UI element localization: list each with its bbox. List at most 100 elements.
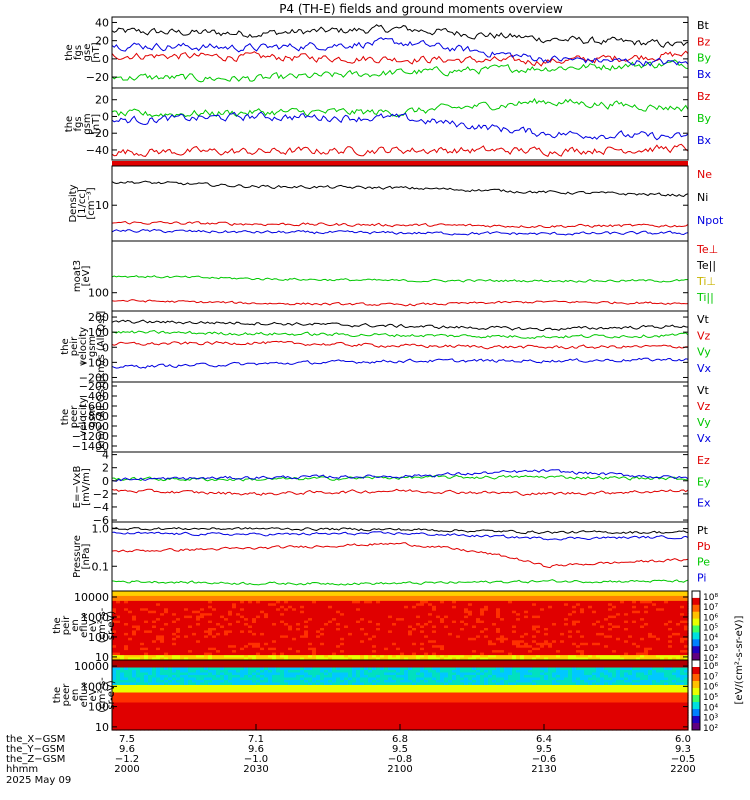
- spectrogram-cell: [420, 657, 425, 661]
- spectrogram-cell: [668, 603, 673, 607]
- spectrogram-cell: [620, 600, 625, 604]
- spectrogram-cell: [496, 640, 501, 644]
- spectrogram-cell: [392, 615, 397, 619]
- spectrogram-cell: [400, 608, 405, 612]
- spectrogram-cell: [512, 652, 517, 656]
- spectrogram-cell: [516, 605, 521, 609]
- spectrogram-cell: [408, 598, 413, 602]
- spectrogram-cell: [172, 692, 177, 696]
- spectrogram-cell: [416, 625, 421, 629]
- spectrogram-cell: [600, 632, 605, 636]
- spectrogram-cell: [284, 642, 289, 646]
- spectrogram-cell: [616, 600, 621, 604]
- spectrogram-cell: [552, 630, 557, 634]
- spectrogram-cell: [612, 603, 617, 607]
- spectrogram-cell: [372, 623, 377, 627]
- spectrogram-cell: [180, 717, 185, 721]
- y-axis-label: eflux: [79, 613, 90, 638]
- spectrogram-cell: [124, 667, 129, 671]
- spectrogram-cell: [148, 595, 153, 599]
- spectrogram-cell: [360, 632, 365, 636]
- spectrogram-cell: [356, 618, 361, 622]
- spectrogram-cell: [200, 722, 205, 726]
- spectrogram-cell: [228, 640, 233, 644]
- spectrogram-cell: [172, 598, 177, 602]
- spectrogram-cell: [156, 725, 161, 729]
- spectrogram-cell: [512, 608, 517, 612]
- spectrogram-cell: [200, 670, 205, 674]
- spectrogram-cell: [124, 707, 129, 711]
- spectrogram-cell: [388, 615, 393, 619]
- spectrogram-cell: [440, 650, 445, 654]
- spectrogram-cell: [644, 645, 649, 649]
- spectrogram-cell: [172, 677, 177, 681]
- legend-ti: Ti⊥: [696, 275, 716, 288]
- spectrogram-cell: [132, 632, 137, 636]
- spectrogram-cell: [512, 630, 517, 634]
- spectrogram-cell: [240, 600, 245, 604]
- spectrogram-cell: [352, 610, 357, 614]
- spectrogram-cell: [480, 655, 485, 659]
- spectrogram-cell: [628, 655, 633, 659]
- spectrogram-cell: [292, 615, 297, 619]
- spectrogram-cell: [568, 625, 573, 629]
- spectrogram-cell: [596, 635, 601, 639]
- spectrogram-cell: [576, 655, 581, 659]
- spectrogram-cell: [504, 613, 509, 617]
- spectrogram-cell: [464, 655, 469, 659]
- spectrogram-cell: [188, 697, 193, 701]
- spectrogram-cell: [180, 697, 185, 701]
- y-tick-label: 10: [95, 651, 109, 664]
- spectrogram-cell: [160, 591, 165, 595]
- spectrogram-cell: [216, 608, 221, 612]
- spectrogram-cell: [500, 591, 505, 595]
- spectrogram-cell: [288, 642, 293, 646]
- spectrogram-cell: [312, 642, 317, 646]
- spectrogram-cell: [628, 637, 633, 641]
- spectrogram-cell: [192, 593, 197, 597]
- spectrogram-cell: [132, 623, 137, 627]
- spectrogram-cell: [292, 640, 297, 644]
- spectrogram-cell: [292, 632, 297, 636]
- spectrogram-cell: [364, 645, 369, 649]
- spectrogram-cell: [228, 623, 233, 627]
- spectrogram-cell: [200, 632, 205, 636]
- spectrogram-cell: [132, 677, 137, 681]
- spectrogram-cell: [248, 600, 253, 604]
- spectrogram-cell: [496, 635, 501, 639]
- spectrogram-cell: [552, 655, 557, 659]
- spectrogram-cell: [208, 697, 213, 701]
- spectrogram-cell: [648, 630, 653, 634]
- spectrogram-cell: [540, 650, 545, 654]
- spectrogram-cell: [432, 615, 437, 619]
- spectrogram-cell: [212, 715, 217, 719]
- spectrogram-cell: [432, 657, 437, 661]
- spectrogram-cell: [116, 692, 121, 696]
- spectrogram-cell: [664, 603, 669, 607]
- spectrogram-cell: [396, 637, 401, 641]
- spectrogram-cell: [364, 605, 369, 609]
- spectrogram-cell: [604, 610, 609, 614]
- spectrogram-cell: [360, 615, 365, 619]
- spectrogram-cell: [620, 593, 625, 597]
- spectrogram-cell: [620, 632, 625, 636]
- spectrogram-cell: [672, 610, 677, 614]
- spectrogram-cell: [268, 595, 273, 599]
- spectrogram-cell: [140, 717, 145, 721]
- spectrogram-cell: [576, 632, 581, 636]
- spectrogram-cell: [264, 625, 269, 629]
- spectrogram-cell: [316, 630, 321, 634]
- spectrogram-cell: [328, 598, 333, 602]
- y-axis-label: gsm: [87, 336, 98, 357]
- spectrogram-cell: [468, 632, 473, 636]
- spectrogram-cell: [112, 690, 117, 694]
- spectrogram-cell: [268, 615, 273, 619]
- spectrogram-cell: [552, 605, 557, 609]
- spectrogram-cell: [132, 685, 137, 689]
- spectrogram-cell: [224, 647, 229, 651]
- spectrogram-cell: [124, 625, 129, 629]
- spectrogram-cell: [444, 630, 449, 634]
- spectrogram-cell: [216, 675, 221, 679]
- spectrogram-cell: [316, 645, 321, 649]
